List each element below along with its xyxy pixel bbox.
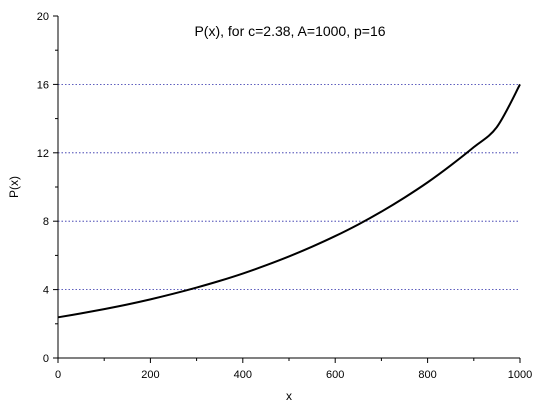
y-tick-label: 16 xyxy=(37,79,49,91)
y-tick-label: 12 xyxy=(37,148,49,160)
y-ticks: 0 4 8 12 16 20 xyxy=(37,11,58,365)
series-group xyxy=(57,83,521,319)
chart-title: P(x), for c=2.38, A=1000, p=16 xyxy=(194,23,385,39)
x-tick-label: 200 xyxy=(141,369,159,381)
y-axis-label: P(x) xyxy=(7,176,21,198)
x-tick-label: 0 xyxy=(55,369,61,381)
axes xyxy=(57,16,520,359)
y-tick-label: 0 xyxy=(43,353,49,365)
x-axis-label: x xyxy=(286,389,292,403)
y-tick-label: 20 xyxy=(37,11,49,23)
x-tick-label: 1000 xyxy=(508,369,532,381)
grid-lines xyxy=(58,84,520,291)
x-tick-label: 400 xyxy=(234,369,252,381)
y-tick-label: 8 xyxy=(43,216,49,228)
y-tick-label: 4 xyxy=(43,285,49,297)
x-tick-label: 800 xyxy=(418,369,436,381)
series-line xyxy=(57,83,521,319)
x-tick-label: 600 xyxy=(326,369,344,381)
x-ticks: 0 200 400 600 800 1000 xyxy=(55,358,532,381)
